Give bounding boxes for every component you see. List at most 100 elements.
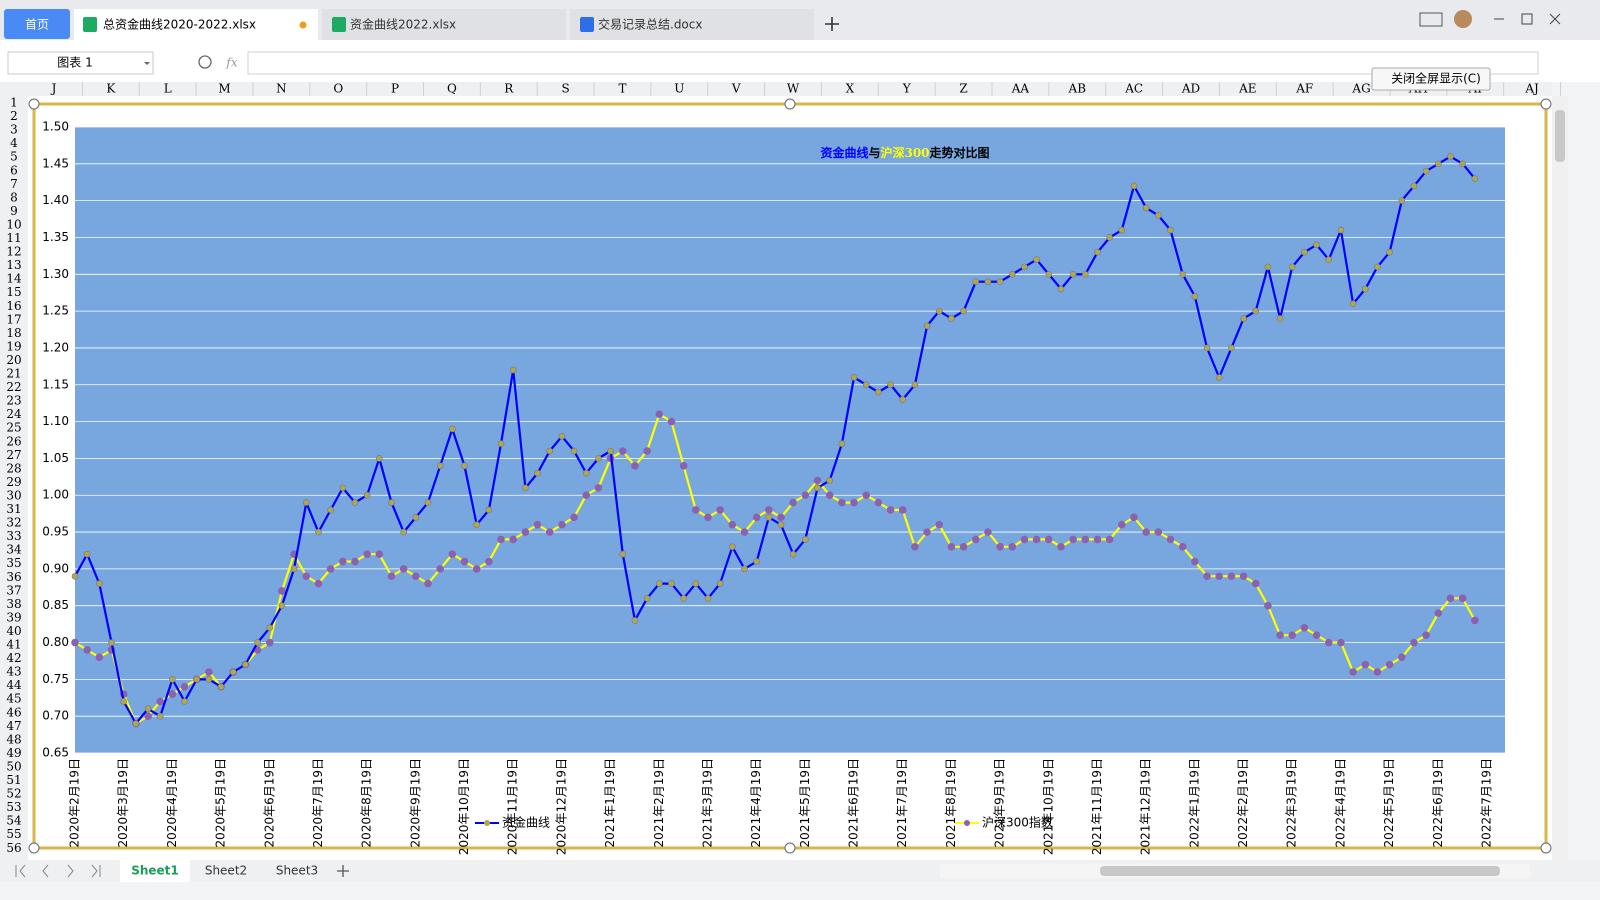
column-header: U (674, 82, 684, 96)
scroll-thumb[interactable] (1100, 866, 1500, 876)
data-marker (947, 542, 956, 551)
unsaved-dot (299, 21, 307, 29)
data-marker (1094, 248, 1101, 256)
x-tick-label: 2020年6月19日 (262, 758, 276, 847)
file-tab[interactable] (74, 9, 318, 40)
sheet-tab: Sheet2 (205, 864, 247, 878)
legend-label: 沪深300指数 (982, 815, 1053, 830)
vertical-scrollbar[interactable] (1552, 96, 1568, 860)
data-marker (1240, 315, 1247, 322)
data-marker (193, 676, 201, 683)
data-marker (205, 676, 213, 683)
name-box[interactable] (7, 51, 154, 75)
data-marker (886, 506, 895, 514)
data-marker (1410, 638, 1418, 647)
y-tick-label: 1.05 (42, 451, 69, 465)
formula-input[interactable] (247, 51, 1539, 75)
home-tab[interactable] (4, 9, 70, 39)
row-header: 33 (6, 529, 21, 543)
add-sheet-button[interactable] (337, 865, 349, 877)
data-marker (485, 506, 493, 514)
data-marker (1228, 344, 1235, 352)
data-marker (217, 683, 225, 691)
data-marker (984, 278, 992, 285)
data-marker (1385, 660, 1394, 669)
xlsx-icon (83, 17, 97, 32)
data-marker (1239, 572, 1248, 581)
y-tick-label: 0.85 (42, 598, 69, 612)
data-marker (1410, 182, 1418, 190)
data-marker (1118, 226, 1126, 234)
column-header: AB (1068, 82, 1087, 96)
window-controls[interactable] (1494, 13, 1561, 25)
tab-label: 总资金曲线2020-2022.xlsx (103, 17, 256, 32)
sheet-navigation[interactable] (15, 864, 101, 878)
button-label: 关闭全屏显示(C) (1391, 71, 1481, 86)
data-marker (1154, 528, 1163, 536)
data-marker (461, 462, 468, 470)
row-header: 35 (6, 556, 21, 570)
resize-handles[interactable] (28, 98, 1552, 854)
data-marker (95, 653, 104, 662)
data-marker (1276, 315, 1284, 322)
data-marker (314, 579, 323, 588)
x-tick-label: 2021年3月19日 (700, 758, 714, 847)
row-header: 39 (6, 610, 21, 624)
scroll-thumb[interactable] (1555, 110, 1565, 162)
data-marker (1458, 594, 1467, 603)
x-tick-label: 2021年1月19日 (603, 758, 617, 847)
row-header: 29 (6, 475, 21, 489)
data-marker (862, 491, 871, 500)
new-tab-button[interactable] (825, 17, 839, 31)
x-tick-label: 2020年2月19日 (68, 758, 82, 847)
avatar[interactable] (1454, 10, 1472, 28)
x-tick-label: 2021年12月19日 (1139, 758, 1153, 855)
file-tab[interactable] (570, 9, 814, 40)
x-tick-label: 2021年8月19日 (944, 758, 958, 847)
active-sheet-tab[interactable] (120, 860, 190, 882)
row-header: 5 (10, 150, 18, 164)
data-marker (278, 587, 286, 595)
data-marker (558, 433, 566, 440)
layout-icon[interactable] (1419, 12, 1443, 27)
data-marker (521, 528, 530, 536)
data-marker (1142, 204, 1150, 212)
data-marker (1422, 167, 1430, 175)
data-marker (570, 513, 578, 522)
row-header: 41 (6, 638, 21, 652)
zoom-icon[interactable] (198, 55, 212, 69)
x-tick-label: 2020年12月19日 (554, 758, 568, 855)
data-marker (1288, 631, 1297, 639)
data-marker (436, 462, 444, 470)
row-header: 37 (6, 583, 21, 597)
data-marker (1045, 270, 1053, 278)
column-header: AC (1124, 82, 1143, 96)
data-marker (619, 550, 627, 558)
data-marker (1301, 248, 1308, 256)
fx-icon[interactable]: fx (225, 56, 237, 70)
data-marker (1057, 542, 1065, 551)
data-marker (1288, 263, 1296, 271)
x-tick-label: 2020年9月19日 (408, 758, 422, 847)
row-header: 18 (6, 326, 21, 340)
data-marker (898, 506, 907, 514)
y-tick-label: 0.70 (42, 709, 69, 723)
data-marker (935, 520, 944, 529)
row-header: 47 (6, 719, 21, 733)
row-header: 14 (6, 272, 22, 286)
row-header: 8 (10, 190, 18, 204)
exit-fullscreen-button[interactable] (1371, 67, 1491, 91)
data-marker (1312, 631, 1321, 639)
row-header: 38 (6, 597, 21, 611)
data-marker (1264, 601, 1272, 610)
data-marker (509, 366, 517, 374)
data-marker (460, 557, 469, 566)
data-marker (351, 557, 359, 566)
file-tab[interactable] (322, 9, 566, 40)
data-marker (71, 572, 79, 580)
row-header: 15 (6, 285, 21, 299)
column-header: AG (1351, 82, 1370, 96)
row-header: 34 (6, 543, 22, 557)
row-header: 9 (10, 204, 18, 218)
column-header: L (164, 82, 172, 96)
